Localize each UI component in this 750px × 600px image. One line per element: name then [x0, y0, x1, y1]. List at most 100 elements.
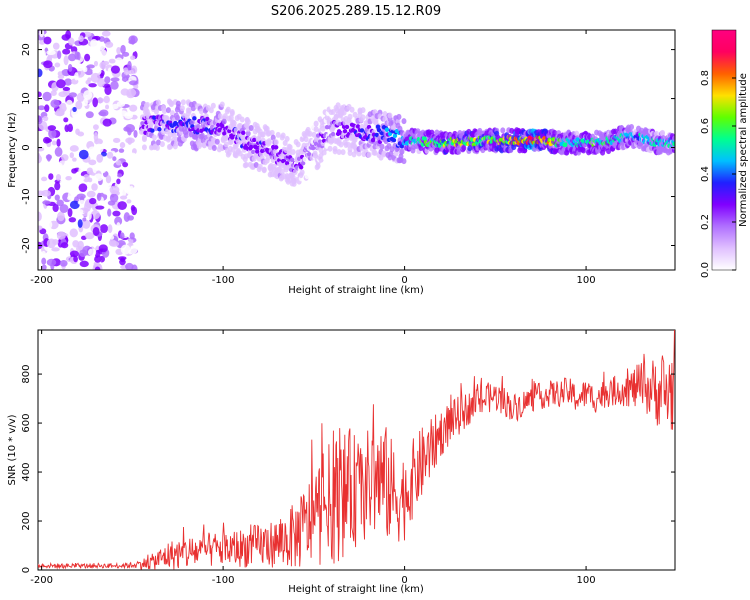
spectrogram-cell [41, 250, 46, 258]
spectrogram-cell [388, 150, 394, 157]
spectrogram-cell [100, 151, 107, 157]
spectrogram-cell [321, 150, 327, 157]
spectrogram-cell [63, 117, 69, 123]
spectrogram-cell [171, 132, 177, 139]
spectrogram-cell [87, 210, 92, 221]
spectrogram-cell [422, 136, 428, 141]
spectrogram-cell [128, 238, 134, 245]
spectrogram-cell [127, 127, 132, 136]
snr-y-tick-label: 600 [21, 414, 32, 433]
spectrogram-cell [179, 105, 185, 112]
spectrogram-cell [198, 108, 204, 115]
spectrogram-cell [77, 209, 84, 215]
spectrogram-y-tick-label: 20 [21, 43, 32, 56]
spectrogram-cell [175, 104, 181, 111]
spectrogram-cell [384, 127, 390, 132]
spectrogram-cell [356, 150, 362, 157]
spectrogram-cell [61, 166, 70, 174]
spectrogram-cell [83, 90, 93, 100]
spectrogram-cell [629, 123, 635, 130]
spectrogram-cell [248, 124, 254, 131]
spectrogram-cell [38, 105, 46, 111]
spectrogram-cell [57, 71, 63, 77]
spectrogram-cell [67, 123, 73, 133]
spectrogram-cell [65, 30, 72, 40]
spectrogram-cell [266, 138, 272, 145]
spectrogram-cell [110, 77, 120, 82]
spectrogram-cell [221, 118, 227, 125]
spectrogram-cell [329, 103, 335, 110]
spectrogram-cell [58, 160, 69, 168]
spectrogram-cell [116, 36, 122, 44]
spectrogram-cell [349, 106, 355, 113]
spectrogram-cell [94, 138, 103, 145]
spectrogram-cell [125, 262, 134, 270]
snr-frame [37, 329, 676, 571]
spectrogram-cell [355, 124, 361, 129]
spectrogram-cell [124, 185, 132, 193]
spectrogram-x-tick-label: 100 [577, 275, 596, 286]
spectrogram-cell [104, 261, 112, 267]
spectrogram-cell [116, 47, 121, 55]
spectrogram-cell [279, 168, 285, 175]
spectrogram-cell [46, 50, 56, 56]
spectrogram-cell [129, 80, 139, 86]
spectrogram-cell [169, 110, 175, 117]
spectrogram-cell [38, 211, 42, 222]
spectrogram-cell [102, 118, 112, 127]
spectrogram-cell [50, 99, 60, 108]
spectrogram-cell [59, 179, 66, 186]
spectrogram-cell [77, 199, 87, 206]
colorbar-label: Normalized spectral amplitude [738, 73, 749, 227]
spectrogram-cell [467, 145, 473, 152]
spectrogram-cell [88, 159, 97, 166]
spectrogram-cell [54, 194, 60, 201]
colorbar-axis: 0.0 0.2 0.4 0.6 0.8 [700, 70, 736, 278]
colorbar-tick-label: 0.2 [700, 214, 711, 230]
spectrogram-cell [161, 108, 167, 115]
spectrogram-cell [273, 145, 279, 150]
spectrogram-cell [306, 170, 312, 177]
spectrogram-cell [112, 137, 121, 143]
spectrogram-cell [56, 231, 66, 240]
spectrogram-cell [78, 175, 85, 181]
spectrogram-cell [303, 136, 309, 143]
spectrogram-cell [59, 204, 69, 213]
spectrogram-cell [65, 175, 72, 181]
spectrogram-cell [461, 145, 467, 152]
spectrogram-cell [107, 208, 112, 217]
spectrogram-cell [133, 84, 139, 90]
colorbar-tick-label: 0.6 [700, 118, 711, 134]
spectrogram-cell [88, 83, 97, 88]
spectrogram-cell [127, 60, 132, 71]
spectrogram-cell [78, 35, 84, 42]
spectrogram-cell [366, 151, 372, 158]
spectrogram-cell [359, 123, 365, 130]
spectrogram-cell [326, 117, 332, 124]
spectrogram-cell [342, 129, 348, 134]
spectrogram-frame [37, 29, 676, 271]
spectrogram-cell [225, 106, 231, 113]
colorbar-tick-label: 0.4 [700, 166, 711, 182]
spectrogram-cell [653, 130, 659, 137]
spectrogram-cell [117, 173, 123, 178]
spectrogram-cell [78, 149, 89, 160]
spectrogram-cell [391, 137, 397, 143]
spectrogram-cell [239, 116, 245, 123]
snr-y-tick-label: 0 [21, 567, 32, 573]
spectrogram-cell [57, 50, 62, 60]
spectrogram-cell [180, 99, 186, 106]
spectrogram-cell [273, 139, 279, 146]
spectrogram-cell [223, 141, 229, 148]
spectrogram-cell [50, 90, 57, 97]
spectrogram-cell [64, 78, 72, 86]
spectrogram-cell [52, 42, 60, 50]
spectrogram-cell [56, 138, 61, 147]
spectrogram-cell [168, 101, 174, 108]
snr-y-tick-label: 400 [21, 462, 32, 481]
spectrogram-cell [272, 148, 278, 155]
spectrogram-cell [338, 141, 344, 148]
spectrogram-cell [252, 137, 257, 143]
spectrogram-cell [245, 130, 251, 137]
spectrogram-cell [119, 195, 128, 200]
